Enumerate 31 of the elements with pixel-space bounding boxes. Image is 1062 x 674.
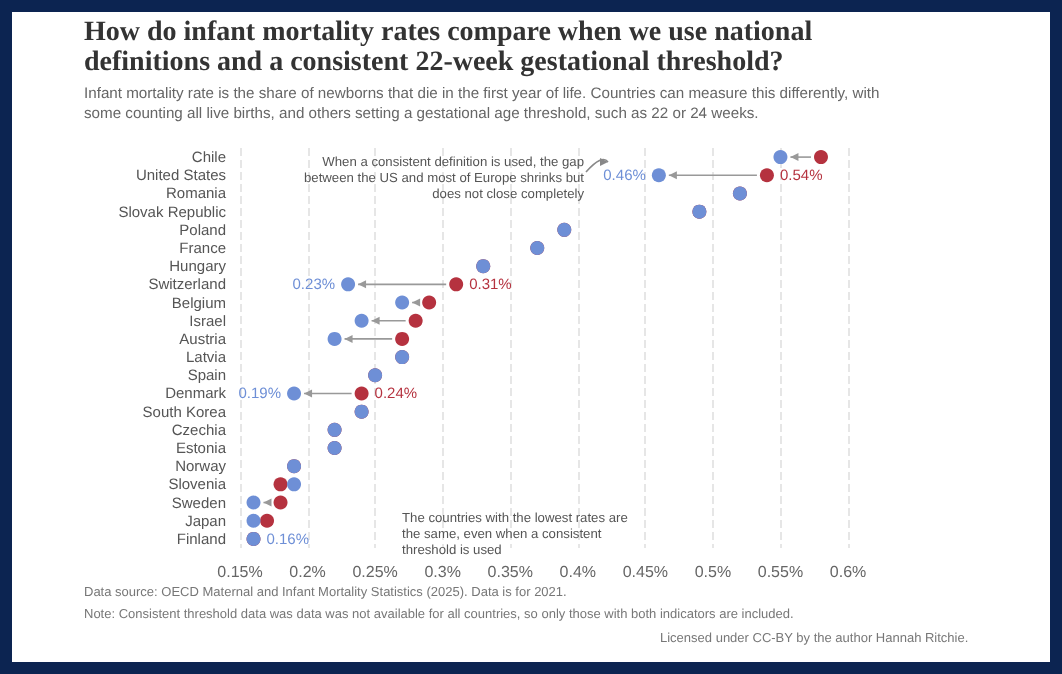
point [422, 295, 437, 310]
point [651, 168, 666, 183]
point [354, 386, 369, 401]
point [287, 386, 302, 401]
point [327, 331, 342, 346]
x-tick-label: 0.15% [217, 563, 263, 581]
point [759, 168, 774, 183]
point [246, 513, 261, 528]
x-tick-label: 0.6% [829, 563, 867, 581]
point [260, 513, 275, 528]
point [449, 277, 464, 292]
point [354, 313, 369, 328]
chart-title: How do infant mortality rates compare when we use national definitions and a consistent 22-week gestational threshold? [84, 18, 815, 78]
x-tick-label: 0.25% [352, 563, 398, 581]
point [395, 331, 410, 346]
point [273, 495, 288, 510]
point [246, 495, 261, 510]
point [273, 477, 288, 492]
x-tick-label: 0.35% [487, 563, 533, 581]
x-tick-label: 0.55% [757, 563, 804, 581]
point [773, 150, 788, 165]
point [341, 277, 356, 292]
point [287, 477, 302, 492]
point [408, 313, 423, 328]
x-tick-label: 0.5% [694, 563, 732, 581]
point [813, 150, 828, 165]
x-tick-label: 0.3% [424, 563, 461, 581]
x-tick-label: 0.4% [559, 563, 597, 581]
x-tick-label: 0.2% [289, 563, 326, 581]
point [395, 295, 410, 310]
x-tick-label: 0.45% [622, 563, 669, 581]
